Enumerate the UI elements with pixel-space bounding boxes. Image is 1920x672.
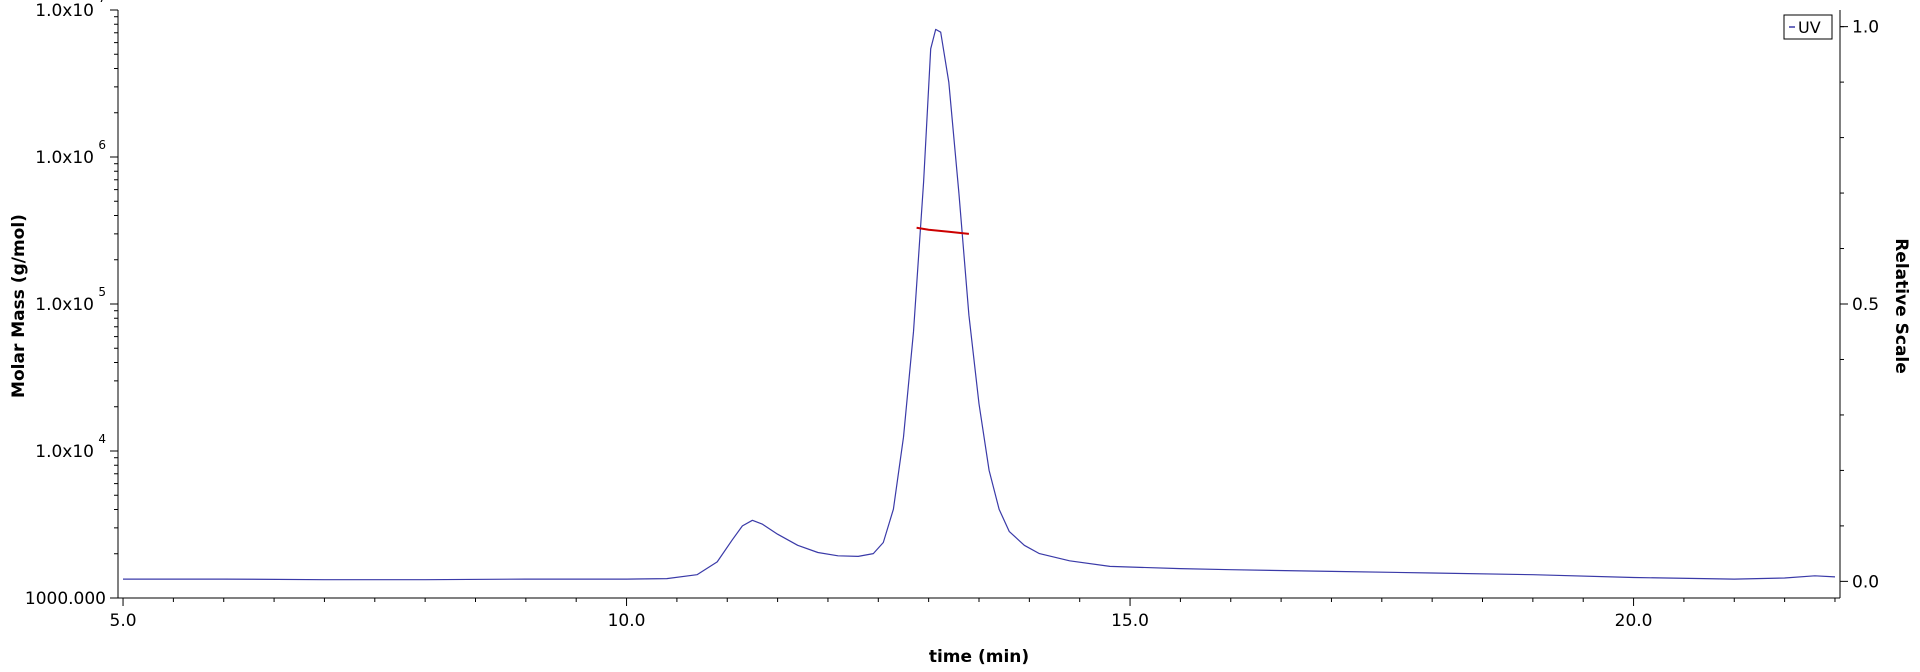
left-y-tick-exponent: 7 — [98, 0, 106, 5]
legend-label-uv: UV — [1798, 18, 1821, 37]
right-y-tick-label: 0.5 — [1852, 295, 1879, 315]
series-line-molar-mass — [916, 226, 970, 235]
left-y-tick-exponent: 4 — [98, 432, 106, 446]
left-y-tick-label: 1.0x10 — [35, 295, 94, 315]
x-tick-label: 10.0 — [608, 611, 646, 631]
x-tick-label: 20.0 — [1615, 611, 1653, 631]
legend: UV — [1783, 14, 1833, 40]
x-axis-title: time (min) — [929, 647, 1029, 667]
left-y-tick-label: 1.0x10 — [35, 442, 94, 462]
x-tick-label: 15.0 — [1111, 611, 1149, 631]
series-line-uv — [123, 28, 1836, 581]
left-y-tick-label: 1.0x10 — [35, 148, 94, 168]
left-y-axis-title: Molar Mass (g/mol) — [9, 214, 29, 398]
left-y-tick-label: 1000.000 — [25, 589, 106, 609]
x-tick-label: 5.0 — [110, 611, 137, 631]
left-y-tick-exponent: 5 — [98, 285, 106, 299]
right-y-axis-title: Relative Scale — [1891, 238, 1911, 374]
left-y-tick-label: 1.0x10 — [35, 1, 94, 21]
right-y-tick-label: 1.0 — [1852, 18, 1879, 38]
left-y-tick-exponent: 6 — [98, 138, 106, 152]
right-y-tick-label: 0.0 — [1852, 572, 1879, 592]
